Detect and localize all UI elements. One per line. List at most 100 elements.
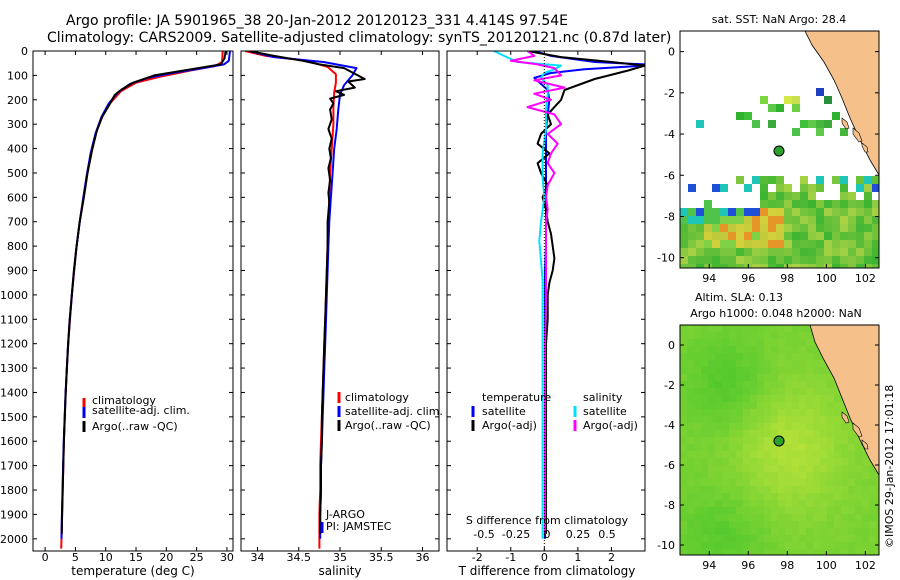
- map-x-tick-label: 96: [741, 559, 755, 572]
- depth-tick-label: 1200: [0, 338, 28, 351]
- depth-tick-label: 900: [7, 265, 28, 278]
- depth-tick-label: 400: [7, 143, 28, 156]
- top-tick-label: -0.25: [502, 528, 530, 541]
- legend-climatology: climatology: [92, 394, 156, 407]
- x-tick-label: 20: [159, 551, 173, 564]
- depth-tick-label: 1100: [0, 313, 28, 326]
- sst-map-title: sat. SST: NaN Argo: 28.4: [712, 13, 846, 26]
- series-line: [60, 51, 231, 539]
- legend-t-argo: Argo(-adj): [482, 419, 537, 432]
- temperature-panel: 0 5 10 15 20 25 30 temperature (deg C) climato…: [32, 50, 234, 578]
- map-y-tick-label: -8: [664, 210, 675, 223]
- x-tick-label: 1: [574, 551, 581, 564]
- salinity-xlabel: salinity: [318, 564, 361, 578]
- depth-tick-label: 1900: [0, 508, 28, 521]
- salinity-legend: climatology satellite-adj. clim. Argo(..…: [337, 391, 443, 432]
- island: [861, 439, 869, 450]
- legend-argo: Argo(..raw -QC): [92, 420, 178, 433]
- depth-tick-label: 200: [7, 94, 28, 107]
- map-y-tick-label: -4: [664, 128, 675, 141]
- x-tick-label: -1: [505, 551, 516, 564]
- legend-satellite: satellite-adj. clim.: [92, 404, 190, 417]
- top-tick-label: 0.25: [566, 528, 591, 541]
- sla-map-title1: Altim. SLA: 0.13: [695, 291, 783, 304]
- legend-s-argo: Argo(-adj): [583, 419, 638, 432]
- depth-tick-label: 100: [7, 69, 28, 82]
- series-line: [249, 51, 366, 534]
- series-line: [60, 51, 224, 549]
- difference-panel: -2 -1 0 1 2 T difference from climatology S …: [446, 50, 646, 578]
- depth-tick-label: 1800: [0, 484, 28, 497]
- legend-t-satellite: satellite: [482, 405, 526, 418]
- depth-tick-label: 500: [7, 167, 28, 180]
- difference-xlabel-top: S difference from climatology: [466, 514, 629, 527]
- depth-tick-label: 0: [21, 45, 28, 58]
- map-x-tick-label: 94: [702, 272, 716, 285]
- x-tick-label: 34: [251, 551, 265, 564]
- temperature-legend: climatology satellite-adj. clim. Argo(..…: [82, 394, 190, 433]
- map-x-tick-label: 102: [855, 559, 876, 572]
- sla-map-title2: Argo h1000: 0.048 h2000: NaN: [690, 307, 862, 320]
- annotation-jargo: J-ARGO: [325, 508, 365, 521]
- map-y-tick-label: -4: [664, 419, 675, 432]
- legend-satellite: satellite-adj. clim.: [345, 405, 443, 418]
- island: [861, 142, 869, 153]
- series-line: [244, 51, 337, 549]
- x-tick-label: 0: [541, 551, 548, 564]
- x-tick-label: 5: [72, 551, 79, 564]
- map-y-tick-label: -6: [664, 459, 675, 472]
- depth-axis: 0 100 200 300 400 500 600 700 800 900 1000 1100 1200…: [0, 45, 28, 546]
- top-tick-label: -0.5: [473, 528, 494, 541]
- footer-timestamp: ©IMOS 29-Jan-2012 17:01:18: [883, 385, 896, 548]
- depth-tick-label: 1000: [0, 289, 28, 302]
- map-y-tick-label: -8: [664, 499, 675, 512]
- argo-position-marker: [773, 145, 785, 157]
- difference-legend: temperature satellite Argo(-adj) salinit…: [471, 391, 638, 432]
- depth-tick-label: 1500: [0, 411, 28, 424]
- sst-map: sat. SST: NaN Argo: 28.4 94 96 98 100 102 0 -2…: [657, 13, 880, 285]
- island: [841, 411, 850, 424]
- top-tick-label: 0: [544, 528, 551, 541]
- salinity-panel: 34 34.5 35 35.5 36 salinity climatology sate…: [240, 50, 443, 578]
- map-x-tick-label: 100: [816, 272, 837, 285]
- x-tick-label: -2: [472, 551, 483, 564]
- sumatra-coast: [809, 325, 879, 476]
- x-tick-label: 0: [42, 551, 49, 564]
- x-tick-label: 10: [99, 551, 113, 564]
- x-tick-label: 15: [129, 551, 143, 564]
- x-tick-label: 35.5: [369, 551, 394, 564]
- header-line2: Climatology: CARS2009. Satellite-adjuste…: [47, 30, 671, 46]
- legend-salinity-title: salinity: [583, 391, 623, 404]
- depth-tick-label: 300: [7, 118, 28, 131]
- series-line: [249, 51, 358, 539]
- sla-map: Altim. SLA: 0.13 Argo h1000: 0.048 h2000…: [657, 291, 880, 572]
- x-tick-label: 2: [608, 551, 615, 564]
- map-x-tick-label: 100: [816, 559, 837, 572]
- depth-tick-label: 1700: [0, 460, 28, 473]
- series-line: [509, 51, 566, 534]
- map-x-tick-label: 98: [780, 559, 794, 572]
- map-x-tick-label: 102: [855, 272, 876, 285]
- difference-xlabel: T difference from climatology: [458, 564, 636, 578]
- map-x-tick-label: 94: [702, 559, 716, 572]
- series-line: [60, 51, 227, 534]
- depth-tick-label: 2000: [0, 533, 28, 546]
- map-y-tick-label: 0: [668, 46, 675, 59]
- legend-argo: Argo(..raw -QC): [345, 419, 431, 432]
- map-x-tick-label: 96: [741, 272, 755, 285]
- argo-position-marker: [773, 435, 785, 447]
- island: [852, 422, 863, 438]
- depth-tick-label: 1400: [0, 386, 28, 399]
- depth-tick-label: 1600: [0, 435, 28, 448]
- map-y-tick-label: -10: [657, 252, 675, 265]
- x-tick-label: 30: [220, 551, 234, 564]
- legend-climatology: climatology: [345, 391, 409, 404]
- depth-tick-label: 1300: [0, 362, 28, 375]
- map-y-tick-label: -6: [664, 169, 675, 182]
- annotation-pi: PI: JAMSTEC: [326, 520, 392, 533]
- legend-s-satellite: satellite: [583, 405, 627, 418]
- depth-tick-label: 600: [7, 191, 28, 204]
- x-tick-label: 34.5: [287, 551, 312, 564]
- island: [852, 127, 863, 143]
